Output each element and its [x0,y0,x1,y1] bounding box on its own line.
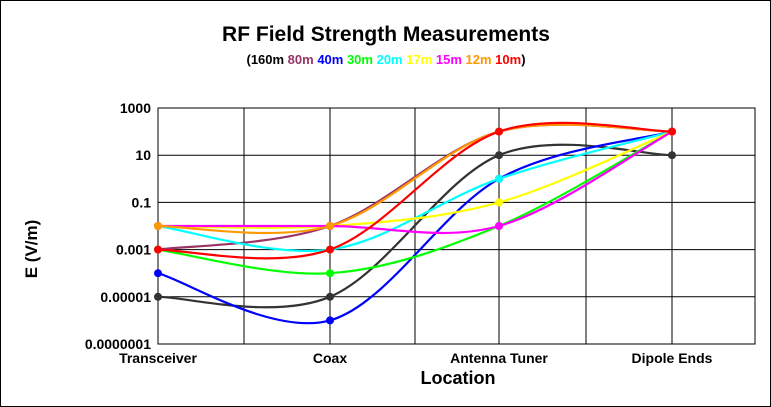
chart-title: RF Field Strength Measurements [222,23,550,46]
y-tick-label: 0.0000001 [85,336,151,352]
x-tick-label: Transceiver [119,350,197,366]
data-point-40m [326,316,334,325]
data-point-10m [154,245,162,254]
legend-item-12m: 12m [462,52,492,67]
plot-area [154,107,756,345]
data-point-20m [495,174,503,183]
legend-item-20m: 20m [373,52,403,67]
legend-item-40m: 40m [314,52,344,67]
x-tick-label: Coax [313,350,347,366]
legend: (160m 80m 40m 30m 20m 17m 15m 12m 10m) [246,52,525,67]
data-point-10m [495,127,503,136]
data-point-160m [326,292,334,301]
y-tick-label: 10 [135,147,151,163]
data-point-10m [668,127,676,136]
legend-item-30m: 30m [343,52,373,67]
legend-item-17m: 17m [403,52,433,67]
legend-item-160m: 160m [251,52,284,67]
legend-item-10m: 10m [492,52,522,67]
data-point-12m [326,222,334,230]
series-line-17m [157,130,673,229]
x-axis-title: Location [421,368,496,388]
y-tick-label: 0.001 [116,242,151,258]
legend-close-paren: ) [521,52,525,67]
data-point-15m [495,222,503,230]
y-tick-label: 0.1 [132,194,152,210]
series-line-15m [157,130,673,235]
data-point-30m [326,269,334,278]
axis-ticks: 1000 10 0.1 0.001 0.00001 0.0000001Transceive… [85,100,713,366]
series-line-12m [157,123,673,235]
data-point-10m [326,245,334,254]
series-line-160m [157,143,673,309]
y-tick-label: 1000 [120,100,151,116]
y-axis-title: E (V/m) [22,220,41,279]
series-line-30m [157,130,673,275]
legend-item-80m: 80m [284,52,314,67]
y-tick-label: 0.00001 [100,289,151,305]
data-point-160m [154,292,162,301]
series-line-40m [157,130,673,325]
data-point-40m [154,269,162,278]
data-point-160m [495,151,503,160]
data-point-160m [668,151,676,160]
data-point-17m [495,198,503,207]
series-line-10m [157,121,673,260]
data-point-12m [154,222,162,230]
x-tick-label: Antenna Tuner [450,350,548,366]
legend-open-paren: ( [246,52,251,67]
legend-item-15m: 15m [432,52,462,67]
x-tick-label: Dipole Ends [632,350,713,366]
